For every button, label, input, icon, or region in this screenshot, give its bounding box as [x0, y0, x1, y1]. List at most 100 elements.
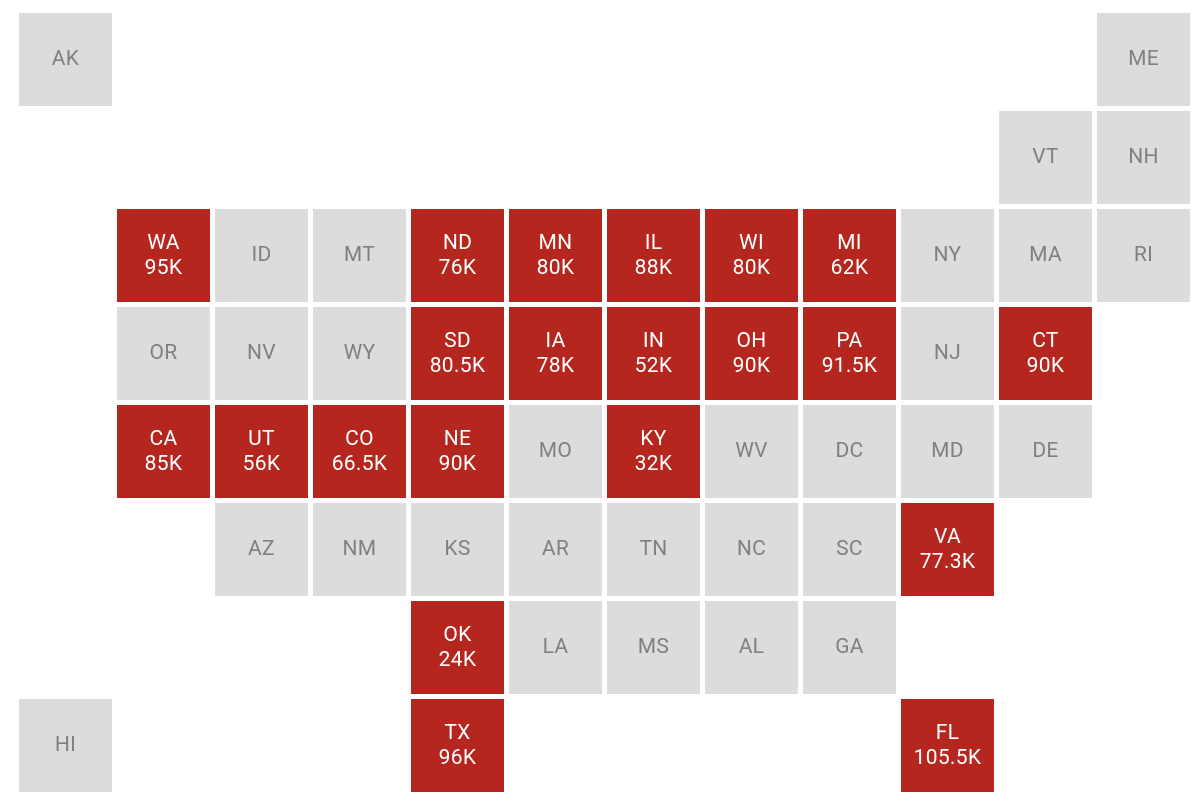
state-value: 76K [439, 256, 477, 280]
state-code: NE [444, 427, 472, 451]
state-code: AR [542, 537, 569, 561]
state-tile-ut: UT56K [215, 405, 308, 498]
state-code: NJ [934, 341, 961, 365]
state-code: PA [836, 329, 862, 353]
state-value: 91.5K [822, 354, 878, 378]
state-value: 77.3K [920, 550, 976, 574]
state-value: 95K [145, 256, 183, 280]
state-code: HI [55, 733, 76, 757]
state-tile-wv: WV [705, 405, 798, 498]
state-tile-ok: OK24K [411, 601, 504, 694]
state-code: SD [444, 329, 471, 353]
state-code: CO [345, 427, 374, 451]
state-tile-nc: NC [705, 503, 798, 596]
state-code: CA [150, 427, 178, 451]
state-tile-nd: ND76K [411, 209, 504, 302]
state-code: UT [248, 427, 275, 451]
state-tile-wa: WA95K [117, 209, 210, 302]
state-code: DE [1032, 439, 1058, 463]
state-tile-az: AZ [215, 503, 308, 596]
state-code: OK [443, 623, 471, 647]
state-value: 52K [635, 354, 673, 378]
state-code: LA [543, 635, 569, 659]
state-tile-or: OR [117, 307, 210, 400]
state-value: 62K [831, 256, 869, 280]
state-tile-tn: TN [607, 503, 700, 596]
state-code: MN [539, 231, 573, 255]
state-tile-md: MD [901, 405, 994, 498]
state-tile-tx: TX96K [411, 699, 504, 792]
state-code: MD [931, 439, 964, 463]
state-tile-dc: DC [803, 405, 896, 498]
state-value: 78K [537, 354, 575, 378]
state-tile-me: ME [1097, 13, 1190, 106]
state-value: 80.5K [430, 354, 486, 378]
state-code: RI [1134, 243, 1153, 267]
state-code: ID [251, 243, 271, 267]
state-tile-vt: VT [999, 111, 1092, 204]
state-code: MA [1029, 243, 1062, 267]
state-code: WI [739, 231, 764, 255]
state-code: AL [739, 635, 765, 659]
state-code: NV [247, 341, 276, 365]
state-code: AZ [248, 537, 275, 561]
state-code: ND [443, 231, 472, 255]
state-tile-sd: SD80.5K [411, 307, 504, 400]
state-code: KY [640, 427, 666, 451]
state-tile-ky: KY32K [607, 405, 700, 498]
state-code: MI [837, 231, 862, 255]
state-code: NC [737, 537, 766, 561]
state-value: 66.5K [332, 452, 388, 476]
state-code: NH [1128, 145, 1159, 169]
state-code: AK [52, 47, 79, 71]
state-tile-in: IN52K [607, 307, 700, 400]
state-tile-wy: WY [313, 307, 406, 400]
state-tile-id: ID [215, 209, 308, 302]
state-tile-hi: HI [19, 699, 112, 792]
state-code: MS [638, 635, 669, 659]
state-code: WY [344, 341, 376, 365]
state-tile-nm: NM [313, 503, 406, 596]
state-tile-mo: MO [509, 405, 602, 498]
state-value: 96K [439, 746, 477, 770]
state-code: MO [539, 439, 572, 463]
state-tile-de: DE [999, 405, 1092, 498]
state-code: IL [645, 231, 663, 255]
state-tile-nv: NV [215, 307, 308, 400]
state-code: TN [639, 537, 667, 561]
state-tile-wi: WI80K [705, 209, 798, 302]
state-tile-ia: IA78K [509, 307, 602, 400]
state-code: NY [934, 243, 962, 267]
state-code: OH [736, 329, 766, 353]
state-code: DC [835, 439, 863, 463]
state-code: TX [444, 721, 470, 745]
state-value: 90K [1027, 354, 1065, 378]
state-tile-ri: RI [1097, 209, 1190, 302]
state-tile-nj: NJ [901, 307, 994, 400]
state-tile-nh: NH [1097, 111, 1190, 204]
state-tile-ct: CT90K [999, 307, 1092, 400]
state-value: 80K [537, 256, 575, 280]
state-code: GA [835, 635, 864, 659]
state-value: 105.5K [914, 746, 982, 770]
state-tile-ne: NE90K [411, 405, 504, 498]
state-tile-mn: MN80K [509, 209, 602, 302]
state-value: 56K [243, 452, 281, 476]
state-tile-ca: CA85K [117, 405, 210, 498]
state-value: 88K [635, 256, 673, 280]
state-tile-sc: SC [803, 503, 896, 596]
state-tile-ms: MS [607, 601, 700, 694]
state-code: CT [1032, 329, 1059, 353]
state-code: VA [934, 525, 961, 549]
state-value: 85K [145, 452, 183, 476]
state-code: KS [444, 537, 470, 561]
state-tile-fl: FL105.5K [901, 699, 994, 792]
state-value: 24K [439, 648, 477, 672]
state-tile-va: VA77.3K [901, 503, 994, 596]
state-tile-ga: GA [803, 601, 896, 694]
state-value: 90K [439, 452, 477, 476]
state-value: 90K [733, 354, 771, 378]
state-code: NM [343, 537, 377, 561]
state-tile-oh: OH90K [705, 307, 798, 400]
state-tile-la: LA [509, 601, 602, 694]
